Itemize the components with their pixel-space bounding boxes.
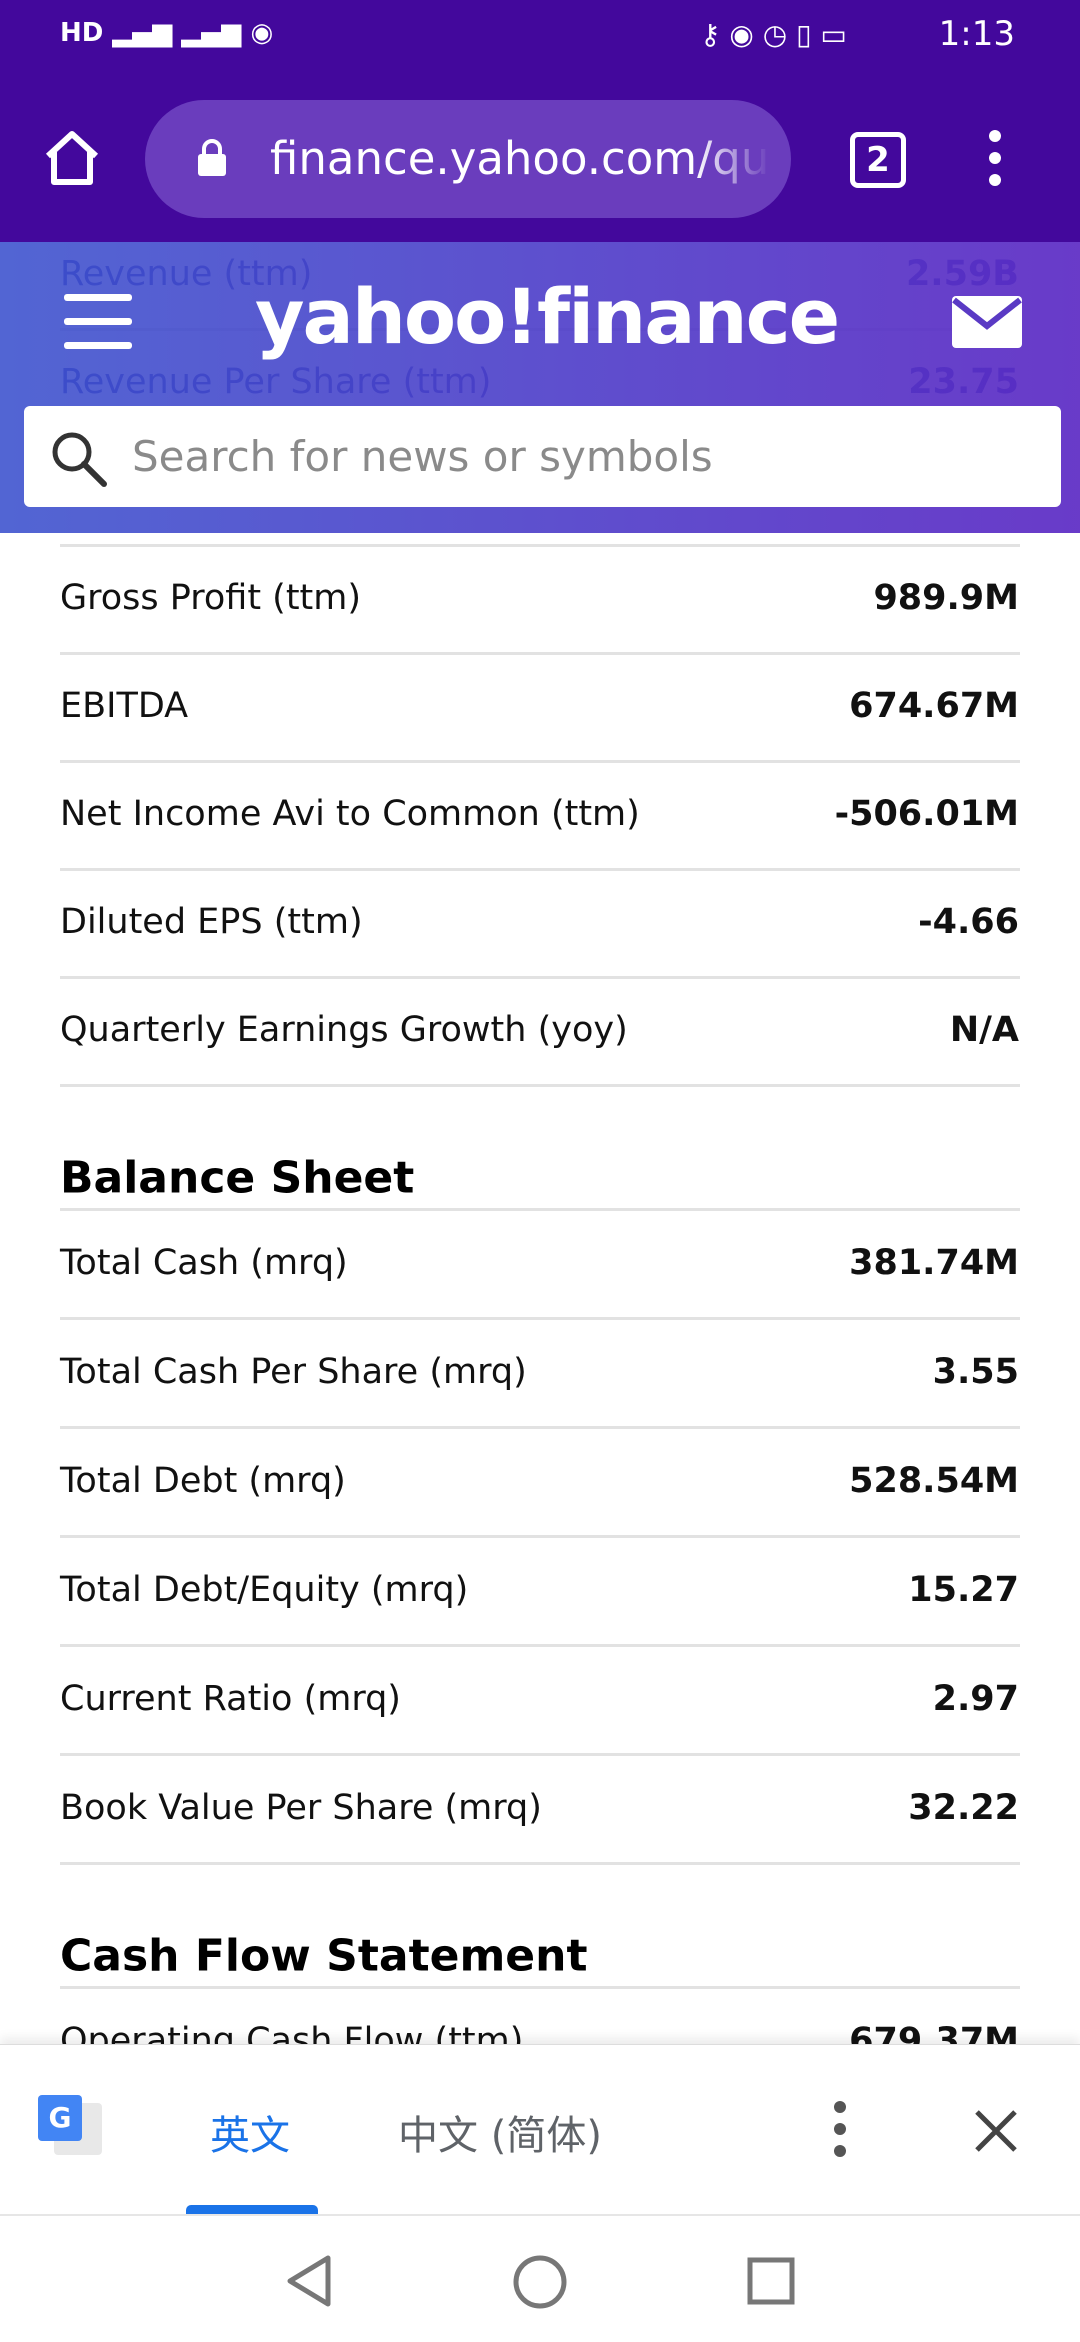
stat-label: Quarterly Earnings Growth (yoy) (60, 1010, 628, 1050)
row-separator (60, 652, 1020, 655)
browser-chrome: HD ▂▄▆ ▂▄▆ ◉ ⚷ ◉ ◷ ▯ ▭ 1:13 finance.yaho… (0, 0, 1080, 242)
tab-count[interactable]: 2 (850, 132, 906, 188)
stat-label: Gross Profit (ttm) (60, 578, 362, 618)
target-language-tab[interactable]: 中文 (简体) (398, 2113, 602, 2159)
yahoo-header: yahoo!finance Search for news or symbols (0, 242, 1080, 533)
row-separator (60, 1986, 1020, 1989)
menu-icon[interactable] (64, 294, 134, 350)
translate-menu[interactable] (830, 2101, 850, 2157)
stat-value: -4.66 (918, 902, 1019, 942)
recents-button[interactable] (746, 2256, 796, 2306)
url-text: finance.yahoo.com/quo (270, 132, 770, 185)
stat-label: Current Ratio (mrq) (60, 1679, 401, 1719)
mail-icon[interactable] (952, 296, 1022, 348)
stat-label: Diluted EPS (ttm) (60, 902, 363, 942)
status-icons-right: ⚷ ◉ ◷ ▯ ▭ (700, 18, 847, 51)
row-separator (60, 1535, 1020, 1538)
row-separator (60, 544, 1020, 547)
translate-bar: G 英文 中文 (简体) (0, 2044, 1080, 2215)
close-translate[interactable] (974, 2109, 1018, 2153)
stat-value: 381.74M (849, 1243, 1019, 1283)
row-separator (60, 976, 1020, 979)
stat-label: Total Cash (mrq) (60, 1243, 348, 1283)
stat-value: -506.01M (834, 794, 1019, 834)
home-nav-button[interactable] (512, 2254, 568, 2310)
row-separator (60, 760, 1020, 763)
row-separator (60, 1084, 1020, 1087)
lock-icon (198, 139, 226, 176)
svg-text:G: G (49, 2101, 72, 2134)
stat-value: N/A (949, 1010, 1019, 1050)
row-separator (60, 1753, 1020, 1756)
row-separator (60, 1862, 1020, 1865)
nav-bar (0, 2214, 1080, 2342)
stat-value: 989.9M (873, 578, 1019, 618)
row-separator (60, 1208, 1020, 1211)
menu-button[interactable] (985, 130, 1005, 186)
status-icons: HD ▂▄▆ ▂▄▆ ◉ (60, 18, 274, 48)
stat-value: 2.97 (932, 1679, 1019, 1719)
stat-value: 3.55 (932, 1352, 1019, 1392)
stat-label: Net Income Avi to Common (ttm) (60, 794, 640, 834)
stat-value: 32.22 (908, 1788, 1019, 1828)
back-button[interactable] (284, 2254, 334, 2308)
stat-value: 528.54M (849, 1461, 1019, 1501)
stat-label: Operating Cash Flow (ttm) (60, 2021, 524, 2044)
stat-value: 679.37M (849, 2021, 1019, 2044)
search-box[interactable]: Search for news or symbols (24, 406, 1061, 507)
row-separator (60, 1426, 1020, 1429)
stat-label: Book Value Per Share (mrq) (60, 1788, 542, 1828)
section-title: Balance Sheet (60, 1152, 415, 1204)
search-placeholder: Search for news or symbols (132, 432, 713, 481)
row-separator (60, 1644, 1020, 1647)
stat-value: 15.27 (908, 1570, 1019, 1610)
stat-label: EBITDA (60, 686, 189, 726)
tab-indicator (186, 2205, 318, 2215)
row-separator (60, 868, 1020, 871)
logo[interactable]: yahoo!finance (255, 272, 840, 361)
status-time: 1:13 (938, 14, 1015, 54)
section-title: Cash Flow Statement (60, 1930, 588, 1982)
home-button[interactable] (42, 128, 102, 188)
stat-label: Total Debt (mrq) (60, 1461, 346, 1501)
row-separator (60, 1317, 1020, 1320)
source-language-tab[interactable]: 英文 (210, 2113, 290, 2159)
url-bar[interactable]: finance.yahoo.com/quo (145, 100, 791, 218)
stat-label: Total Cash Per Share (mrq) (60, 1352, 527, 1392)
stat-value: 674.67M (849, 686, 1019, 726)
translate-icon[interactable]: G (36, 2093, 106, 2163)
stat-label: Total Debt/Equity (mrq) (60, 1570, 469, 1610)
search-icon (52, 432, 107, 487)
